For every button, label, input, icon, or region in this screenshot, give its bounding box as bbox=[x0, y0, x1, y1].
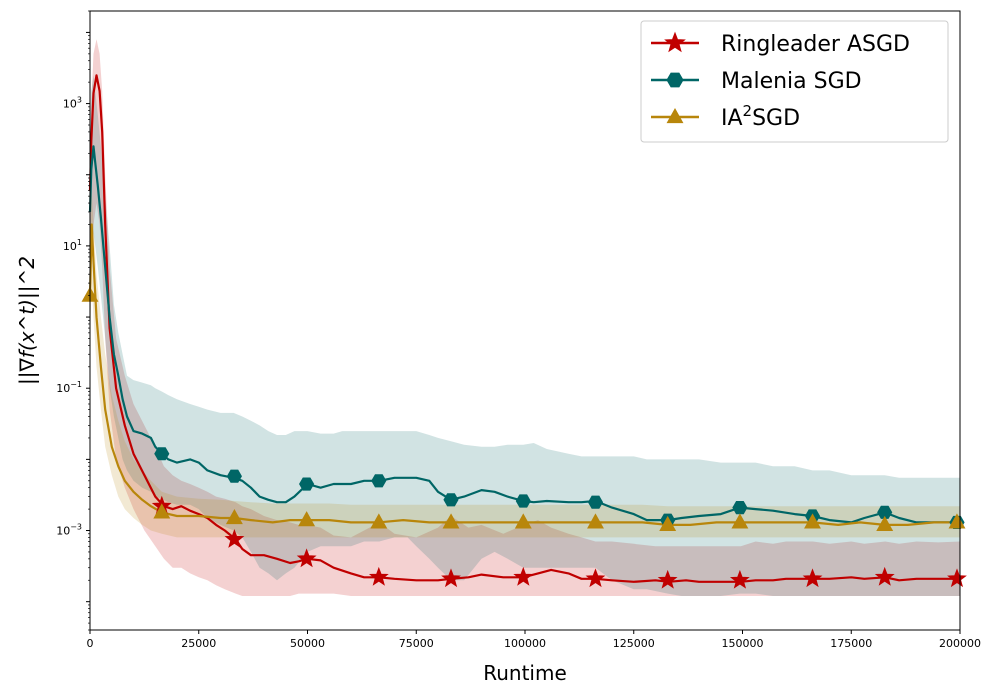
malenia-sgd-marker bbox=[515, 494, 531, 508]
ia2sgd-marker bbox=[442, 513, 460, 529]
malenia-sgd-marker bbox=[587, 495, 604, 509]
ringleader-asgd-marker bbox=[947, 568, 967, 588]
legend-label: Ringleader ASGD bbox=[721, 32, 910, 57]
x-tick-label: 175000 bbox=[830, 637, 872, 650]
y-axis-label: ||∇f(x^t)||^2 bbox=[15, 256, 39, 385]
ringleader-asgd-marker bbox=[802, 568, 823, 588]
malenia-sgd-marker bbox=[154, 447, 170, 461]
ringleader-asgd-marker bbox=[368, 566, 389, 586]
ringleader-asgd-marker bbox=[513, 566, 534, 586]
legend-marker bbox=[664, 31, 686, 53]
x-axis-label: Runtime bbox=[483, 661, 567, 685]
x-tick-label: 50000 bbox=[290, 637, 325, 650]
ringleader-asgd-marker bbox=[585, 568, 606, 588]
ringleader-asgd-band bbox=[90, 39, 960, 597]
ringleader-asgd-marker bbox=[657, 569, 678, 589]
legend-box bbox=[640, 20, 949, 143]
confidence-bands bbox=[90, 39, 960, 597]
ia2sgd-marker bbox=[298, 511, 316, 527]
malenia-sgd-band bbox=[90, 75, 960, 597]
ringleader-asgd-marker bbox=[441, 568, 461, 588]
y-tick-label: 10−3 bbox=[56, 523, 82, 538]
legend-entry: Malenia SGD bbox=[651, 69, 862, 94]
ia2sgd-marker bbox=[659, 515, 677, 531]
ringleader-asgd-marker bbox=[296, 548, 317, 568]
ia2sgd-band bbox=[90, 190, 960, 538]
y-tick-label: 10−1 bbox=[56, 380, 82, 395]
legend-entry: IA2SGD bbox=[651, 102, 800, 131]
legend-marker bbox=[666, 72, 684, 88]
ringleader-asgd-marker bbox=[729, 569, 750, 589]
malenia-sgd-marker bbox=[443, 493, 459, 507]
x-tick-label: 0 bbox=[87, 637, 94, 650]
ia2sgd-marker bbox=[731, 513, 749, 529]
ia2sgd-line bbox=[88, 223, 960, 526]
ia2sgd-marker bbox=[225, 508, 243, 525]
x-tick-label: 150000 bbox=[722, 637, 764, 650]
x-tick-label: 125000 bbox=[613, 637, 655, 650]
x-tick-label: 75000 bbox=[399, 637, 434, 650]
x-tick-label: 200000 bbox=[939, 637, 981, 650]
x-tick-label: 100000 bbox=[504, 637, 546, 650]
ringleader-asgd-marker bbox=[874, 566, 895, 586]
malenia-sgd-marker bbox=[877, 505, 893, 519]
malenia-sgd-marker bbox=[299, 477, 315, 491]
legend-entry: Ringleader ASGD bbox=[651, 31, 910, 57]
legend-label: IA2SGD bbox=[721, 102, 800, 131]
y-axis-ticks: 10−3 10−1 101 103 bbox=[56, 10, 90, 631]
malenia-sgd-marker bbox=[371, 474, 387, 488]
ia2sgd-marker bbox=[948, 513, 966, 529]
legend-label: Malenia SGD bbox=[721, 69, 862, 94]
ia2sgd-marker bbox=[153, 503, 171, 519]
malenia-sgd-marker bbox=[226, 469, 242, 483]
x-axis-ticks: 0 25000 50000 75000 100000 125000 150000 175000… bbox=[87, 630, 981, 650]
legend-marker bbox=[666, 107, 684, 124]
y-tick-label: 103 bbox=[63, 96, 82, 111]
x-tick-label: 25000 bbox=[181, 637, 216, 650]
y-tick-label: 101 bbox=[63, 238, 82, 253]
ia2sgd-marker bbox=[876, 515, 894, 531]
ia2sgd-marker bbox=[804, 513, 821, 529]
ia2sgd-marker bbox=[514, 513, 532, 529]
malenia-sgd-marker bbox=[732, 501, 748, 515]
ringleader-asgd-marker bbox=[224, 528, 245, 548]
ia2sgd-marker bbox=[587, 513, 604, 529]
ia2sgd-marker bbox=[370, 513, 388, 529]
legend: Ringleader ASGD Malenia SGD IA2SGD bbox=[640, 20, 949, 143]
